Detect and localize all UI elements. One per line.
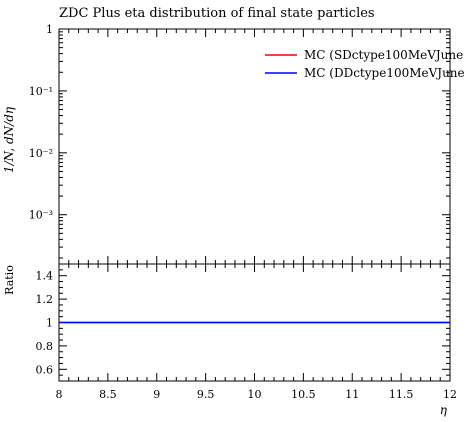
x-axis-label: η (440, 403, 448, 417)
main-y-axis-label: 1/N, dN/dη (2, 106, 16, 173)
main-y-tick-label: 10⁻¹ (29, 85, 53, 98)
ratio-x-axis (58, 264, 451, 381)
x-tick-labels: 8 8.5 9 9.5 10 10.5 11 11.5 12 (56, 388, 458, 401)
ratio-y-axis: 1.4 1.2 1 0.8 0.6 (36, 269, 450, 376)
x-tick-label: 9.5 (197, 388, 215, 401)
chart-title: ZDC Plus eta distribution of final state… (59, 6, 375, 21)
x-tick-label: 12 (443, 388, 457, 401)
x-tick-label: 8 (56, 388, 63, 401)
main-x-axis (58, 29, 451, 264)
x-tick-label: 10.5 (291, 388, 316, 401)
x-tick-label: 11.5 (389, 388, 414, 401)
x-tick-label: 9 (153, 388, 160, 401)
x-tick-label: 11 (345, 388, 359, 401)
ratio-y-axis-label: Ratio (3, 265, 16, 295)
main-plot-frame (58, 28, 451, 265)
ratio-y-tick-label: 1.2 (36, 293, 54, 306)
legend-label-series-1: MC (SDctype100MeVJune (304, 48, 463, 62)
x-tick-label: 10 (248, 388, 262, 401)
legend: MC (SDctype100MeVJune MC (DDctype100MeVJ… (265, 48, 465, 80)
ratio-y-tick-label: 1 (46, 317, 53, 330)
main-y-tick-label: 1 (46, 23, 53, 36)
ratio-y-tick-label: 1.4 (36, 270, 54, 283)
main-y-axis: 1 10⁻¹ 10⁻² 10⁻³ (29, 23, 450, 259)
main-y-tick-label: 10⁻² (29, 147, 53, 160)
legend-label-series-2: MC (DDctype100MeVJune (304, 66, 465, 80)
ratio-y-tick-label: 0.6 (36, 363, 54, 376)
ratio-y-tick-label: 0.8 (36, 340, 54, 353)
main-y-tick-label: 10⁻³ (29, 209, 53, 222)
x-tick-label: 8.5 (99, 388, 117, 401)
